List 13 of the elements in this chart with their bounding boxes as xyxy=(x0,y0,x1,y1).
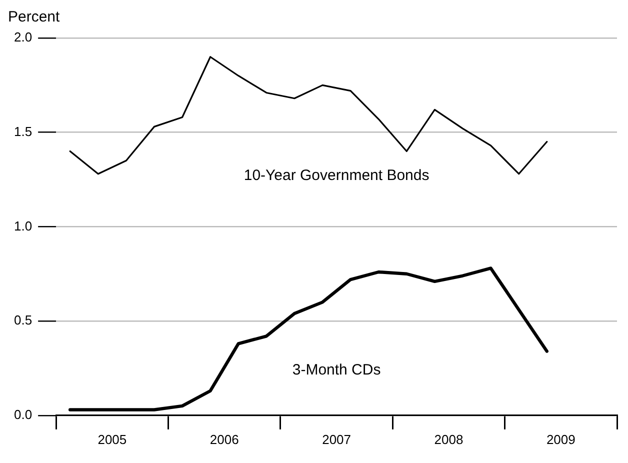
x-tick-label: 2005 xyxy=(98,432,127,447)
y-tick-label: 0.5 xyxy=(14,312,32,328)
x-tick-label: 2008 xyxy=(434,432,464,447)
text: 3-Month CDs xyxy=(292,361,381,378)
y-tick-label: 2.0 xyxy=(14,30,32,45)
y-tick-label: 0.0 xyxy=(14,406,32,422)
series-label: 10-Year Government Bonds xyxy=(244,166,430,184)
y-tick-label: 1.5 xyxy=(14,124,32,139)
y-tick-label: 1.0 xyxy=(14,218,32,234)
y-axis-title: Percent xyxy=(8,8,61,26)
x-tick-label: 2009 xyxy=(546,432,576,447)
x-tick-label: 2007 xyxy=(322,432,351,447)
x-tick-label: 2006 xyxy=(210,432,239,447)
